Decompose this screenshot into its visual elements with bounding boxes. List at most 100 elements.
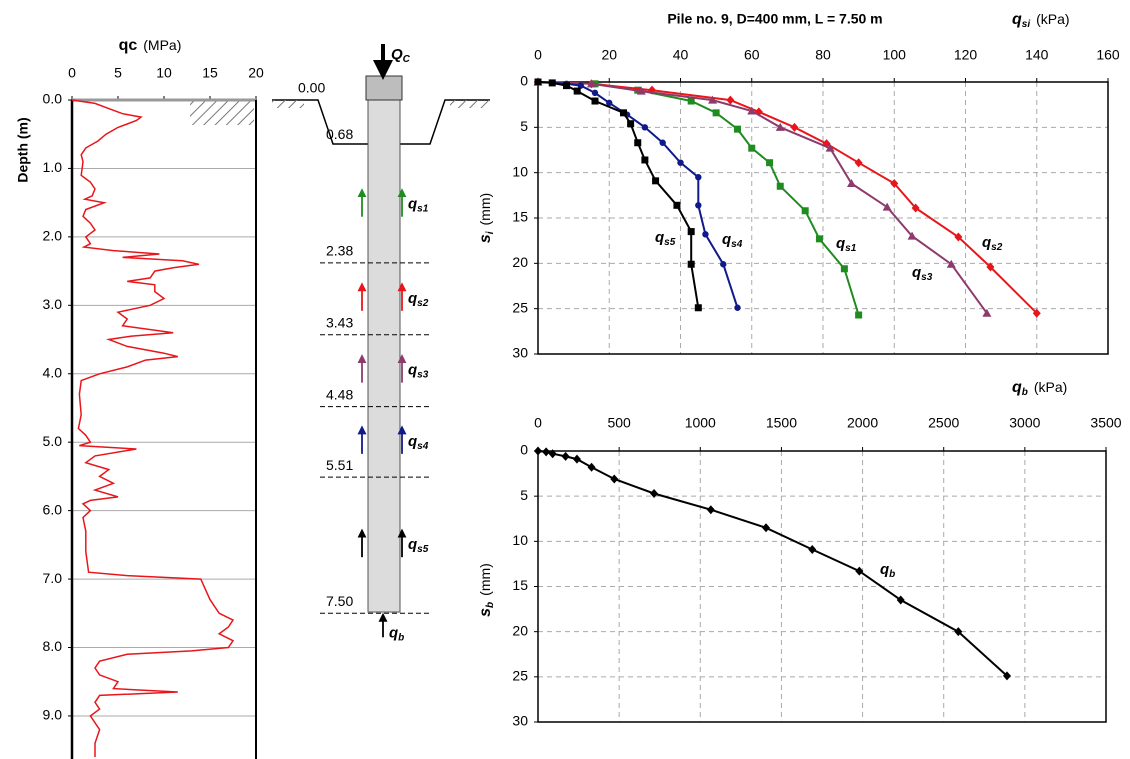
point xyxy=(907,231,917,240)
axis-unit: (kPa) xyxy=(1034,379,1067,395)
axis-label: Depth (m) xyxy=(15,117,31,182)
x-tick-label: 5 xyxy=(114,65,122,81)
point xyxy=(855,311,863,319)
point xyxy=(627,120,635,128)
x-tick-label: 15 xyxy=(202,65,218,81)
point xyxy=(702,231,709,238)
x-tick-label: 140 xyxy=(1025,47,1049,63)
level-label: 3.43 xyxy=(326,314,353,330)
point xyxy=(734,125,741,133)
x-tick-label: 120 xyxy=(954,47,978,63)
y-tick-label: 15 xyxy=(512,209,528,225)
x-tick-label: 10 xyxy=(156,65,172,81)
point xyxy=(808,544,817,554)
y-tick-label: 0 xyxy=(520,442,528,458)
point xyxy=(677,159,684,166)
point xyxy=(825,143,835,152)
y-tick-label: 10 xyxy=(512,532,528,548)
point xyxy=(954,627,963,637)
point xyxy=(708,95,718,104)
point xyxy=(776,182,784,190)
x-tick-label: 160 xyxy=(1096,47,1120,63)
axis-symbol: si xyxy=(477,231,495,243)
point xyxy=(790,122,799,132)
point xyxy=(815,235,823,243)
point xyxy=(650,488,659,498)
series-label: qs3 xyxy=(912,264,933,283)
pile-shaft xyxy=(367,99,401,613)
point xyxy=(854,158,863,168)
shaft-label: qs5 xyxy=(408,536,429,555)
point xyxy=(572,454,581,464)
y-tick-label: 7.0 xyxy=(43,570,63,586)
point xyxy=(1032,308,1041,318)
point xyxy=(548,449,557,459)
point xyxy=(954,232,963,242)
pile-ground xyxy=(272,99,490,145)
point xyxy=(591,97,599,105)
point xyxy=(946,259,956,268)
x-tick-label: 1500 xyxy=(766,415,797,431)
point xyxy=(706,505,715,515)
series-label: qs1 xyxy=(836,235,857,254)
series-label: qs5 xyxy=(655,229,676,248)
shaft-label: qs4 xyxy=(408,433,429,452)
shaft-label: qs3 xyxy=(408,362,429,381)
x-tick-label: 60 xyxy=(744,47,760,63)
point xyxy=(766,159,774,167)
point xyxy=(687,97,695,105)
point xyxy=(534,78,542,86)
y-tick-label: 0.0 xyxy=(43,91,63,107)
point xyxy=(847,179,856,188)
series-line xyxy=(537,450,1008,677)
point xyxy=(534,446,542,456)
point xyxy=(747,106,757,115)
y-tick-label: 20 xyxy=(512,622,528,638)
point xyxy=(882,202,892,211)
shaft-label: qs2 xyxy=(408,290,429,309)
series-label: qs4 xyxy=(722,231,743,250)
point xyxy=(659,139,666,146)
series-line xyxy=(71,99,235,757)
point xyxy=(775,122,785,131)
point xyxy=(587,462,596,472)
level-label: 2.38 xyxy=(326,243,353,259)
x-tick-label: 3500 xyxy=(1090,415,1121,431)
axis-symbol: qb xyxy=(1012,379,1028,397)
series-label: qs2 xyxy=(982,234,1003,253)
point xyxy=(734,304,741,311)
y-tick-label: 15 xyxy=(512,577,528,593)
y-tick-label: 8.0 xyxy=(43,638,63,654)
point xyxy=(726,95,735,105)
point xyxy=(620,109,627,117)
axis-unit: (mm) xyxy=(477,563,493,596)
y-tick-label: 4.0 xyxy=(43,364,63,380)
y-tick-label: 6.0 xyxy=(43,501,63,517)
base-label: qb xyxy=(389,624,404,643)
level-label: 7.50 xyxy=(326,593,353,609)
series-line xyxy=(537,81,700,308)
point xyxy=(695,174,702,181)
plot-frame xyxy=(537,81,1109,355)
point xyxy=(1003,671,1012,681)
axis-symbol: sb xyxy=(477,602,495,617)
plot-frame xyxy=(537,450,1107,723)
point xyxy=(641,124,649,131)
y-tick-label: 2.0 xyxy=(43,228,63,244)
axis-label: qb (kPa) xyxy=(1012,379,1067,398)
point xyxy=(695,202,702,209)
x-tick-label: 20 xyxy=(248,65,264,81)
y-tick-label: 5 xyxy=(520,487,528,503)
point xyxy=(634,139,642,147)
axis-unit: (mm) xyxy=(477,193,493,226)
point xyxy=(801,207,809,215)
point xyxy=(694,304,702,312)
point xyxy=(610,474,619,484)
point xyxy=(636,86,646,95)
axis-label: qc (MPa) xyxy=(119,37,182,55)
level-label: 0.68 xyxy=(326,126,353,142)
point xyxy=(641,156,649,164)
point xyxy=(606,99,613,107)
series-line xyxy=(537,81,988,314)
y-tick-label: 9.0 xyxy=(43,707,63,723)
